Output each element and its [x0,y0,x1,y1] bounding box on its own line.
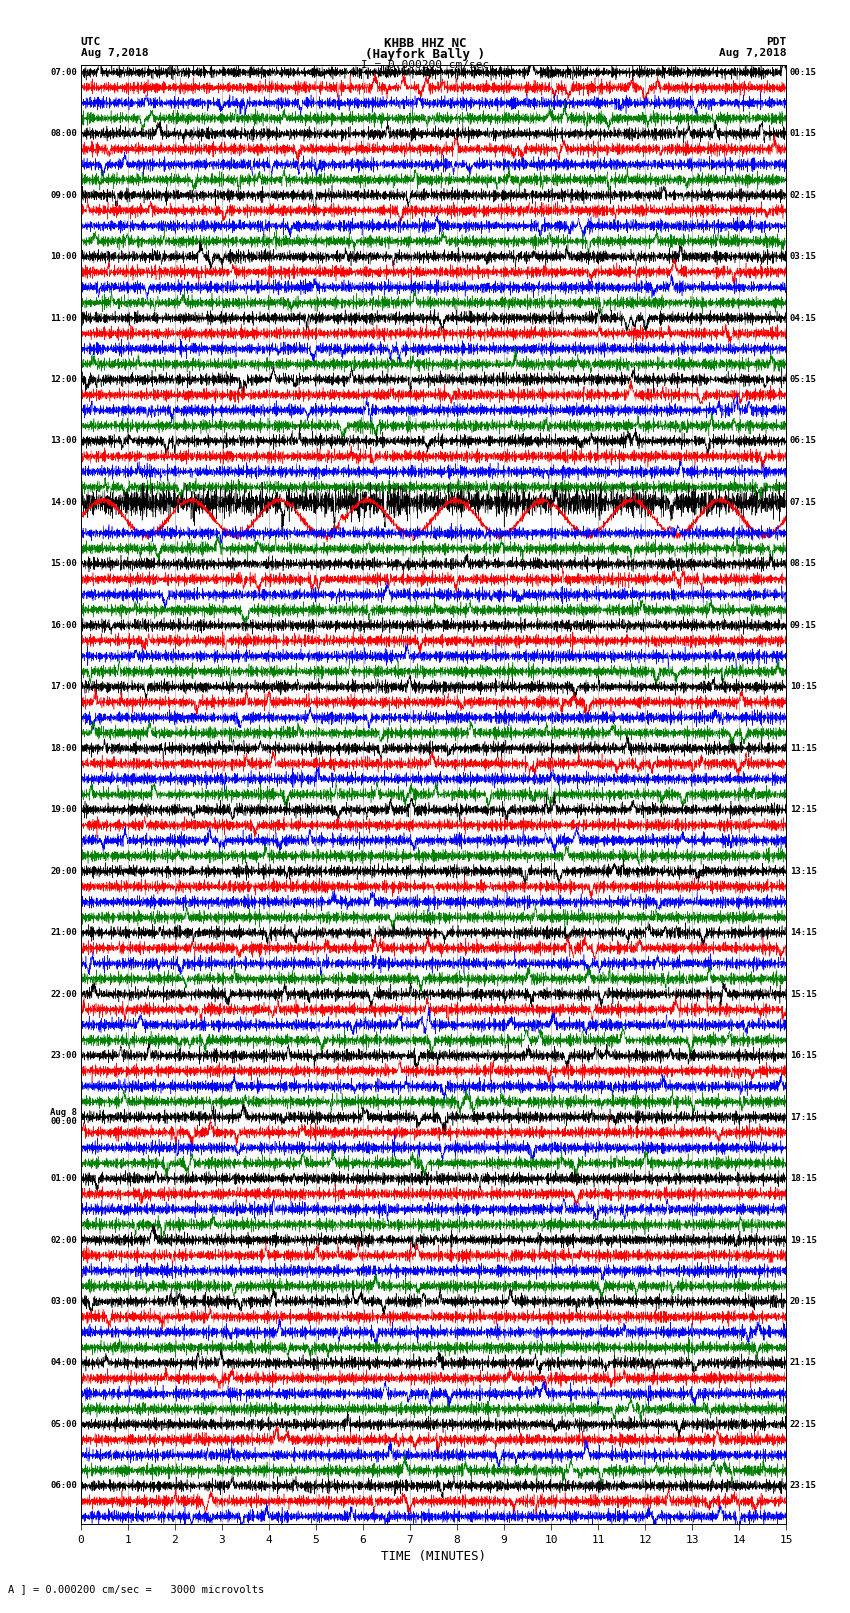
Text: 05:00: 05:00 [50,1419,77,1429]
Text: 04:00: 04:00 [50,1358,77,1368]
Text: 02:15: 02:15 [790,190,817,200]
Text: 03:00: 03:00 [50,1297,77,1307]
Text: 02:00: 02:00 [50,1236,77,1245]
Text: 07:00: 07:00 [50,68,77,77]
Text: 16:00: 16:00 [50,621,77,631]
Text: 12:00: 12:00 [50,374,77,384]
Text: 17:00: 17:00 [50,682,77,692]
Text: 20:15: 20:15 [790,1297,817,1307]
Text: 19:15: 19:15 [790,1236,817,1245]
Text: 05:15: 05:15 [790,374,817,384]
Text: 08:15: 08:15 [790,560,817,568]
Text: UTC: UTC [81,37,101,47]
Text: 03:15: 03:15 [790,252,817,261]
Text: 21:00: 21:00 [50,927,77,937]
Text: 13:00: 13:00 [50,437,77,445]
Text: 15:15: 15:15 [790,990,817,998]
Text: Aug 7,2018: Aug 7,2018 [81,48,148,58]
Text: 09:15: 09:15 [790,621,817,631]
Text: 21:15: 21:15 [790,1358,817,1368]
Text: 07:15: 07:15 [790,498,817,506]
Text: 22:00: 22:00 [50,990,77,998]
Text: 11:15: 11:15 [790,744,817,753]
Text: 06:15: 06:15 [790,437,817,445]
Text: Aug 7,2018: Aug 7,2018 [719,48,786,58]
Text: 16:15: 16:15 [790,1052,817,1060]
Text: 18:15: 18:15 [790,1174,817,1182]
Text: 01:00: 01:00 [50,1174,77,1182]
Text: 06:00: 06:00 [50,1481,77,1490]
Text: 17:15: 17:15 [790,1113,817,1121]
Text: I = 0.000200 cm/sec: I = 0.000200 cm/sec [361,60,489,69]
Text: 19:00: 19:00 [50,805,77,815]
Text: A ] = 0.000200 cm/sec =   3000 microvolts: A ] = 0.000200 cm/sec = 3000 microvolts [8,1584,264,1594]
Text: 18:00: 18:00 [50,744,77,753]
Text: 10:15: 10:15 [790,682,817,692]
Text: 01:15: 01:15 [790,129,817,139]
Text: 04:15: 04:15 [790,313,817,323]
Text: 13:15: 13:15 [790,866,817,876]
Text: PDT: PDT [766,37,786,47]
Text: 12:15: 12:15 [790,805,817,815]
Text: 00:00: 00:00 [50,1118,77,1126]
Text: 23:15: 23:15 [790,1481,817,1490]
Text: 00:15: 00:15 [790,68,817,77]
Text: 20:00: 20:00 [50,866,77,876]
Text: (Hayfork Bally ): (Hayfork Bally ) [365,48,485,61]
Text: 22:15: 22:15 [790,1419,817,1429]
Text: 10:00: 10:00 [50,252,77,261]
Text: 23:00: 23:00 [50,1052,77,1060]
Text: Aug 8: Aug 8 [50,1108,77,1116]
Text: 14:15: 14:15 [790,927,817,937]
X-axis label: TIME (MINUTES): TIME (MINUTES) [381,1550,486,1563]
Text: 15:00: 15:00 [50,560,77,568]
Text: 14:00: 14:00 [50,498,77,506]
Text: KHBB HHZ NC: KHBB HHZ NC [383,37,467,50]
Text: 08:00: 08:00 [50,129,77,139]
Text: 11:00: 11:00 [50,313,77,323]
Text: 09:00: 09:00 [50,190,77,200]
